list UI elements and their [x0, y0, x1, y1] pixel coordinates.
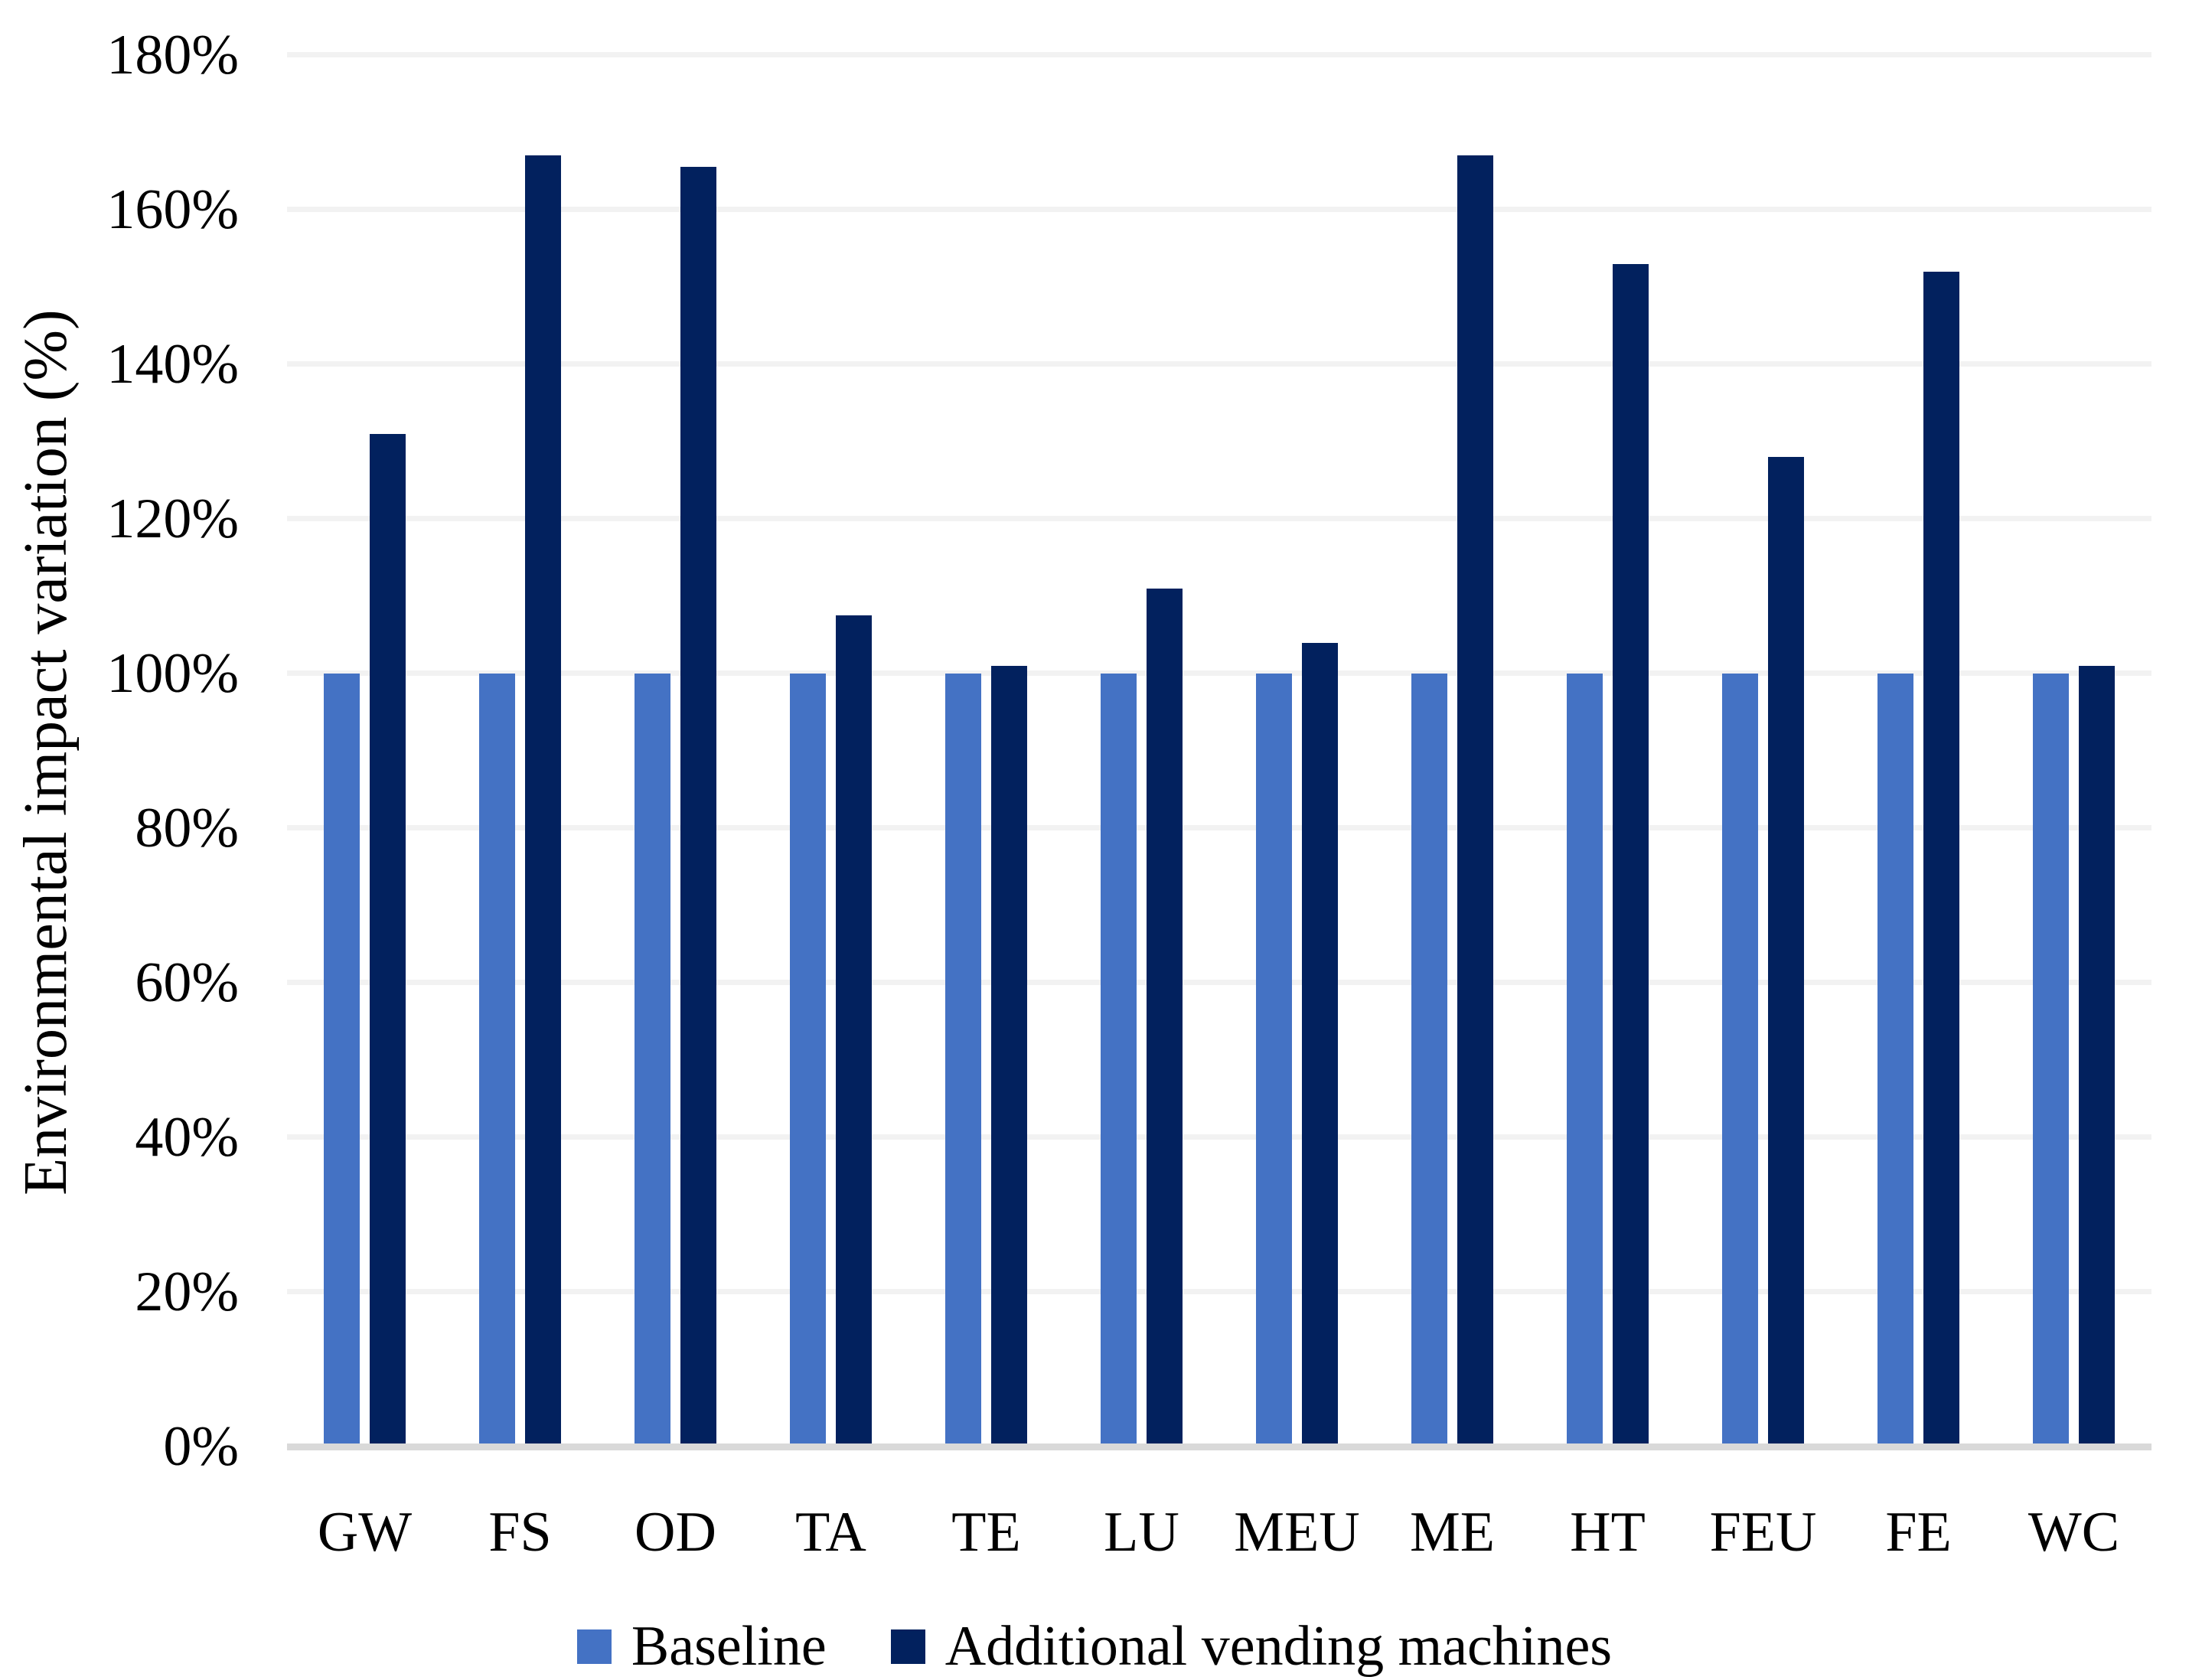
legend: Baseline Additional vending machines — [0, 1613, 2189, 1679]
bar-baseline-WC — [2033, 674, 2069, 1447]
y-tick-label: 0% — [163, 1415, 239, 1478]
bar-baseline-TA — [790, 674, 826, 1447]
x-tick-label-ME: ME — [1410, 1501, 1495, 1564]
x-axis-tick-labels: GW FS OD TA TE LU MEU ME HT FEU FE WC — [287, 1494, 2151, 1578]
bar-baseline-GW — [324, 674, 360, 1447]
category-group-GW — [287, 0, 442, 1447]
plot-area — [287, 0, 2151, 1447]
bar-additional-vending-machines-ME — [1457, 155, 1493, 1447]
y-axis-tick-labels: 0% 20% 40% 60% 80% 100% 120% 140% 160% 180% — [0, 0, 239, 1680]
legend-label: Additional vending machines — [944, 1615, 1613, 1678]
bar-baseline-LU — [1101, 674, 1137, 1447]
bar-baseline-FEU — [1722, 674, 1758, 1447]
gridline-100% — [287, 670, 2151, 676]
category-group-FS — [442, 0, 598, 1447]
bar-additional-vending-machines-LU — [1147, 588, 1183, 1447]
category-group-MEU — [1219, 0, 1375, 1447]
bar-additional-vending-machines-TE — [991, 665, 1027, 1447]
bar-baseline-HT — [1567, 674, 1603, 1447]
x-tick-label-FEU: FEU — [1709, 1501, 1817, 1564]
gridline-160% — [287, 207, 2151, 212]
bar-additional-vending-machines-OD — [680, 167, 716, 1447]
y-tick-label: 40% — [135, 1106, 239, 1169]
x-tick-label-OD: OD — [635, 1501, 716, 1564]
y-tick-label: 180% — [106, 24, 239, 86]
gridline-80% — [287, 825, 2151, 830]
x-tick-label-FE: FE — [1885, 1501, 1952, 1564]
bar-additional-vending-machines-TA — [836, 615, 872, 1447]
y-tick-label: 80% — [135, 797, 239, 860]
legend-item: Additional vending machines — [890, 1613, 1613, 1679]
x-tick-label-TA: TA — [795, 1501, 866, 1564]
bar-additional-vending-machines-HT — [1613, 263, 1649, 1447]
category-group-ME — [1375, 0, 1530, 1447]
category-group-FEU — [1685, 0, 1841, 1447]
bar-baseline-TE — [945, 674, 981, 1447]
bar-additional-vending-machines-FS — [525, 155, 561, 1447]
x-tick-label-LU: LU — [1104, 1501, 1179, 1564]
bar-additional-vending-machines-WC — [2079, 665, 2115, 1447]
gridline-120% — [287, 516, 2151, 521]
legend-label: Baseline — [631, 1615, 827, 1678]
y-tick-label: 60% — [135, 951, 239, 1014]
legend-swatch-icon — [890, 1629, 925, 1664]
bar-baseline-MEU — [1256, 674, 1292, 1447]
bar-baseline-FE — [1877, 674, 1913, 1447]
category-group-HT — [1530, 0, 1685, 1447]
gridline-180% — [287, 52, 2151, 57]
category-group-WC — [1996, 0, 2151, 1447]
x-tick-label-FS: FS — [488, 1501, 552, 1564]
bar-additional-vending-machines-MEU — [1302, 642, 1338, 1447]
gridline-60% — [287, 980, 2151, 985]
category-group-TE — [909, 0, 1064, 1447]
y-tick-label: 160% — [106, 178, 239, 241]
legend-swatch-icon — [576, 1629, 612, 1664]
category-group-OD — [598, 0, 753, 1447]
x-tick-label-WC: WC — [2028, 1501, 2120, 1564]
bar-additional-vending-machines-FEU — [1768, 457, 1804, 1447]
category-group-FE — [1841, 0, 1996, 1447]
bar-baseline-ME — [1411, 674, 1447, 1447]
legend-item: Baseline — [576, 1613, 827, 1679]
y-tick-label: 100% — [106, 642, 239, 705]
x-tick-label-TE: TE — [951, 1501, 1021, 1564]
gridline-40% — [287, 1134, 2151, 1140]
gridline-20% — [287, 1289, 2151, 1294]
y-tick-label: 20% — [135, 1261, 239, 1323]
bar-additional-vending-machines-FE — [1923, 271, 1959, 1447]
category-group-TA — [753, 0, 909, 1447]
x-tick-label-GW: GW — [317, 1501, 413, 1564]
x-tick-label-HT: HT — [1570, 1501, 1646, 1564]
bar-additional-vending-machines-GW — [370, 433, 406, 1447]
bar-baseline-OD — [635, 674, 670, 1447]
y-tick-label: 120% — [106, 488, 239, 550]
category-group-LU — [1064, 0, 1219, 1447]
x-axis-line — [287, 1443, 2151, 1450]
bar-baseline-FS — [479, 674, 515, 1447]
gridline-140% — [287, 361, 2151, 367]
y-tick-label: 140% — [106, 333, 239, 396]
x-tick-label-MEU: MEU — [1234, 1501, 1360, 1564]
